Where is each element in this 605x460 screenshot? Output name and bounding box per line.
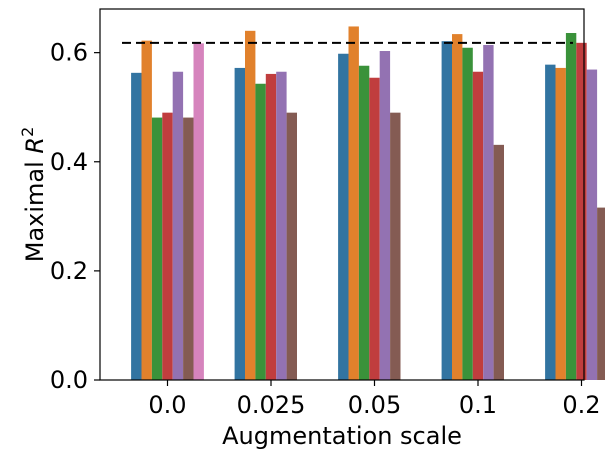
bar-series1-0.05 [338,53,349,381]
x-tick-label: 0.2 [562,391,600,419]
bar-series6-0.1 [493,144,504,380]
bar-series3-0.0 [151,117,163,380]
bar-series5-0.1 [483,45,494,380]
bar-series6-0.2 [597,207,605,380]
bar-series1-0.025 [234,67,245,381]
x-axis: 0.0 0.025 0.05 0.1 0.2 [148,380,601,419]
bar-series5-0.2 [586,69,598,380]
bar-series2-0.0 [141,40,152,380]
bar-series4-0.1 [472,71,484,381]
bar-series2-0.05 [348,26,359,381]
bar-series5-0.05 [379,51,391,380]
bar-series3-0.1 [462,47,473,381]
y-axis-label: Maximal R2 [18,127,49,263]
bar-series3-0.025 [255,83,266,380]
bar-series3-0.05 [358,65,370,381]
bar-series4-0.0 [162,112,173,380]
bar-series5-0.025 [276,71,287,381]
bar-series2-0.1 [452,34,463,380]
plot-frame [99,8,585,381]
x-axis-label: Augmentation scale [222,422,462,450]
y-tick-label: 0.2 [50,257,88,285]
bar-series6-0.0 [183,117,194,380]
x-tick-label: 0.1 [459,391,497,419]
bar-series2-0.2 [555,67,566,381]
y-axis-label-superscript: 2 [18,127,37,137]
bar-series7-0.0 [193,43,204,381]
bar-series1-0.0 [131,72,142,380]
y-tick-label: 0.0 [50,366,88,394]
bar-series4-0.2 [576,42,587,380]
y-axis: 0.0 0.2 0.4 0.6 [50,39,100,394]
y-tick-label: 0.4 [50,148,88,176]
bar-series3-0.2 [565,33,577,380]
bar-series1-0.1 [441,41,452,380]
bar-series5-0.0 [172,71,184,381]
bar-series4-0.025 [265,73,277,381]
y-tick-label: 0.6 [50,39,88,67]
bar-series2-0.025 [245,30,256,380]
bar-series6-0.05 [390,112,401,380]
bar-series4-0.05 [369,77,380,381]
bar-series-group [131,26,605,381]
x-tick-label: 0.025 [237,391,306,419]
x-tick-label: 0.0 [148,391,186,419]
bar-series6-0.025 [286,112,297,380]
x-tick-label: 0.05 [348,391,401,419]
bar-series1-0.2 [545,64,556,381]
